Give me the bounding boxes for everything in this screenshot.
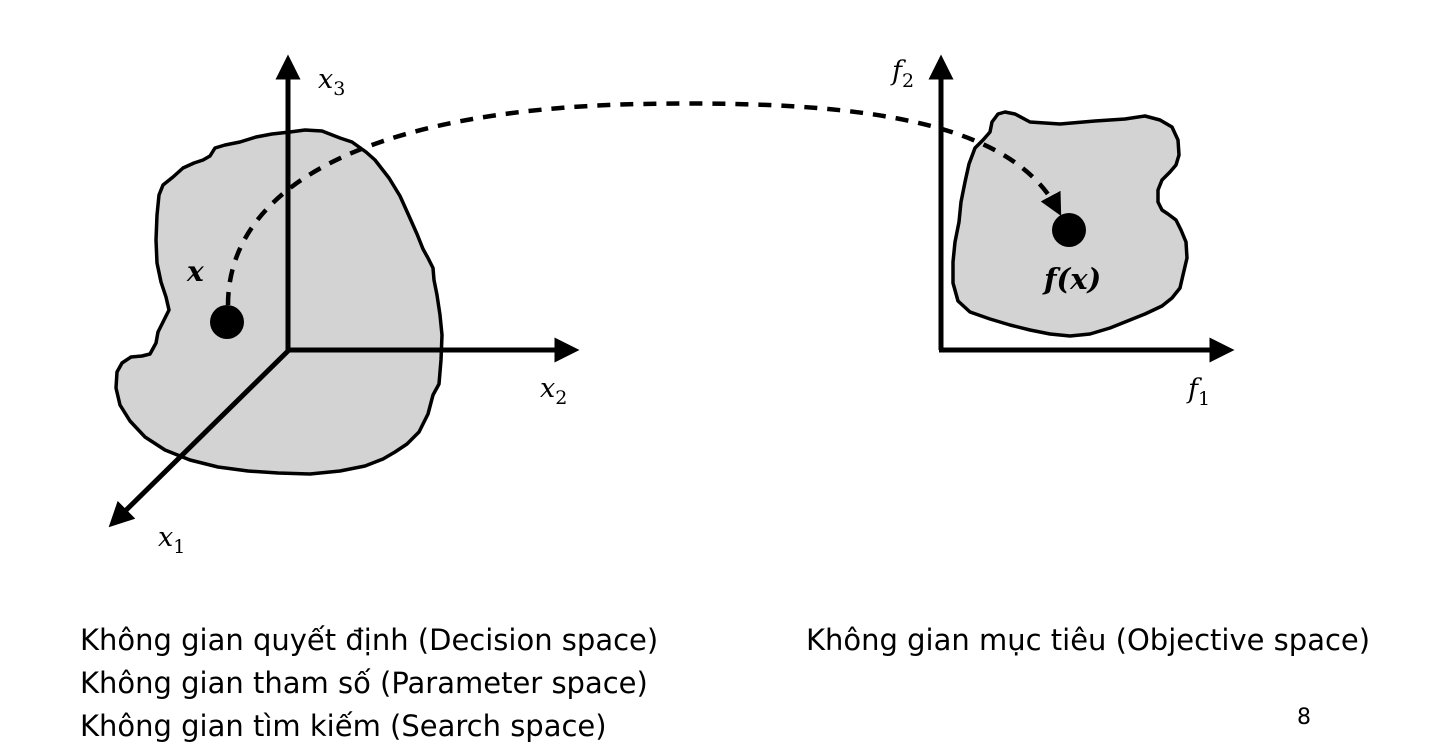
mapping-arrow xyxy=(225,101,1062,306)
objective-space-caption: Không gian mục tiêu (Objective space) xyxy=(806,619,1370,662)
objective-space-caption-text: Không gian mục tiêu (Objective space) xyxy=(806,623,1371,657)
search-space-caption: Không gian tìm kiếm (Search space) xyxy=(80,709,607,743)
parameter-space-caption: Không gian tham số (Parameter space) xyxy=(80,666,648,700)
x1-axis xyxy=(108,347,292,528)
f2-axis-label: f2 xyxy=(890,56,914,92)
x2-axis-label: x2 xyxy=(540,373,567,409)
decision-space-captions: Không gian quyết định (Decision space) K… xyxy=(80,619,658,748)
objective-point-label: f(x) xyxy=(1042,262,1101,296)
decision-space-region xyxy=(114,128,444,476)
objective-point xyxy=(1052,213,1086,247)
x1-axis-label: x1 xyxy=(158,522,185,558)
page-number: 8 xyxy=(1297,705,1311,730)
x3-axis-label: x3 xyxy=(318,64,345,100)
decision-point xyxy=(210,305,244,339)
decision-point-label: x xyxy=(186,255,204,288)
decision-space-caption: Không gian quyết định (Decision space) xyxy=(80,623,659,657)
f1-axis-label: f1 xyxy=(1186,374,1210,410)
